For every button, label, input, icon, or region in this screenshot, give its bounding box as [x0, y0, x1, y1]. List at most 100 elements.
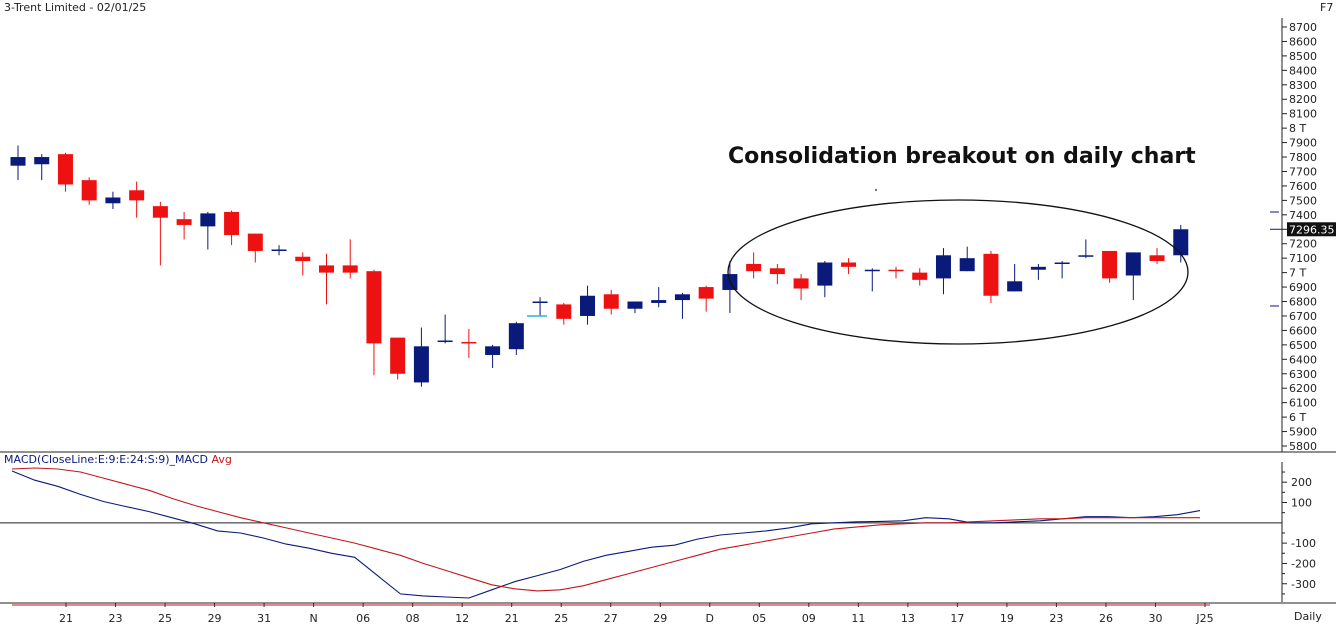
- macd-lines: [0, 467, 1282, 599]
- candle: [176, 211, 192, 240]
- macd-y-tick-label: -200: [1291, 557, 1316, 570]
- candle-body: [129, 190, 145, 201]
- x-tick-label: 29: [653, 612, 667, 625]
- candle-body: [81, 180, 97, 201]
- candle: [603, 289, 619, 315]
- y-tick-label: 6600: [1289, 324, 1317, 337]
- candle-body: [1054, 262, 1070, 265]
- x-tick-label: N: [309, 612, 317, 625]
- macd-line: [11, 470, 1201, 599]
- signal-line: [11, 467, 1200, 592]
- candle: [888, 266, 904, 279]
- candle: [1078, 239, 1094, 259]
- consolidation-ellipse: [727, 189, 1189, 345]
- x-axis: 21 23 25 29 31 N 06 08 12 21 25 27 29 D 05 09 11 13 17 19 23…: [59, 603, 1214, 625]
- x-tick-label: 31: [257, 612, 271, 625]
- x-tick-label: 23: [109, 612, 123, 625]
- candle: [1030, 263, 1046, 280]
- candle: [935, 248, 951, 295]
- x-tick-label: 21: [59, 612, 73, 625]
- y-tick-label: 6300: [1289, 368, 1317, 381]
- candle-body: [1149, 255, 1165, 262]
- annotation-text: Consolidation breakout on daily chart: [728, 144, 1196, 169]
- candle-body: [888, 269, 904, 272]
- candle-body: [437, 340, 453, 343]
- y-tick-label: 8500: [1289, 50, 1317, 63]
- y-tick-label: 6800: [1289, 296, 1317, 309]
- x-tick-label: J25: [1195, 612, 1213, 625]
- candle: [1125, 252, 1141, 301]
- y-tick-label: 6700: [1289, 310, 1317, 323]
- candle-body: [746, 263, 762, 272]
- y-tick-label: 6100: [1289, 397, 1317, 410]
- candle: [366, 269, 382, 376]
- y-tick-label: 8 T: [1289, 122, 1306, 135]
- y-tick-label: 7800: [1289, 151, 1317, 164]
- y-tick-label: 7700: [1289, 165, 1317, 178]
- candle: [461, 328, 477, 358]
- candle-body: [983, 253, 999, 296]
- last-price-label: 7296.35: [1289, 223, 1335, 236]
- candle: [1007, 263, 1023, 292]
- candle: [437, 314, 453, 344]
- candle-body: [1125, 252, 1141, 276]
- x-tick-label: 13: [901, 612, 915, 625]
- candle-body: [769, 268, 785, 275]
- candle: [1054, 261, 1070, 279]
- y-tick-label: 7400: [1289, 209, 1317, 222]
- candle-body: [366, 271, 382, 344]
- y-tick-label: 7500: [1289, 194, 1317, 207]
- candle-body: [34, 157, 50, 165]
- candle: [864, 268, 880, 292]
- price-candles: [10, 145, 1189, 387]
- y-tick-label: 7 T: [1289, 267, 1306, 280]
- y-tick-label: 6500: [1289, 339, 1317, 352]
- y-tick-label: 8400: [1289, 64, 1317, 77]
- x-tick-label: 12: [455, 612, 469, 625]
- candle-body: [674, 294, 690, 301]
- candle: [295, 252, 311, 276]
- y-tick-label: 6 T: [1289, 411, 1306, 424]
- candle: [627, 301, 643, 314]
- candle-body: [508, 323, 524, 350]
- candle-body: [271, 249, 287, 252]
- candle-body: [959, 258, 975, 272]
- y-tick-label: 8200: [1289, 93, 1317, 106]
- candle-body: [105, 197, 121, 204]
- candle-body: [793, 278, 809, 289]
- macd-label-signal: Avg: [211, 453, 232, 466]
- candle-body: [57, 154, 73, 185]
- x-tick-label: 23: [1049, 612, 1063, 625]
- candle: [1173, 224, 1189, 263]
- x-tick-label: 09: [802, 612, 816, 625]
- candle: [746, 252, 762, 279]
- x-tick-label: 11: [851, 612, 865, 625]
- x-tick-label: 19: [1000, 612, 1014, 625]
- candle-body: [1030, 266, 1046, 270]
- candle-body: [390, 337, 406, 374]
- candle: [912, 268, 928, 286]
- candle-body: [413, 346, 429, 383]
- candle: [722, 261, 738, 314]
- candle-body: [1102, 250, 1118, 279]
- y-tick-label: 8300: [1289, 79, 1317, 92]
- candle: [983, 250, 999, 303]
- y-tick-label: 5900: [1289, 426, 1317, 439]
- candle-body: [342, 265, 358, 273]
- candle: [152, 201, 168, 266]
- period-label: Daily: [1294, 610, 1322, 623]
- macd-y-tick-label: -100: [1291, 537, 1316, 550]
- candle-body: [864, 269, 880, 272]
- x-tick-label: 26: [1099, 612, 1113, 625]
- candle-body: [1007, 281, 1023, 292]
- candle: [841, 258, 857, 275]
- macd-y-tick-label: 100: [1291, 497, 1312, 510]
- candle-body: [200, 213, 216, 227]
- candle: [485, 344, 501, 368]
- candle-body: [532, 301, 548, 304]
- y-tick-label: 7100: [1289, 252, 1317, 265]
- candle: [651, 287, 667, 308]
- candle-body: [651, 300, 667, 303]
- candle: [200, 211, 216, 250]
